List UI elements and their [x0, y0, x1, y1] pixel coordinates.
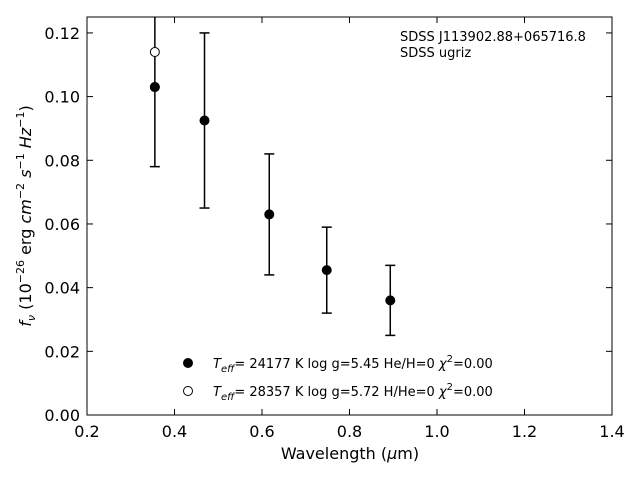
observed-point-1 — [199, 115, 210, 126]
x-tick-label-4: 1.0 — [424, 422, 449, 441]
plot-frame — [86, 16, 613, 416]
legend: Teff= 24177 K log g=5.45 He/H=0 χ2=0.00 … — [183, 354, 493, 403]
y-tick-label-4: 0.08 — [44, 151, 80, 170]
legend-marker-filled — [183, 358, 193, 368]
observed-point-4 — [385, 295, 396, 306]
x-axis-label: Wavelength (μm) — [281, 444, 419, 463]
x-tick-label-3: 0.8 — [337, 422, 362, 441]
model-point-1-0 — [149, 47, 160, 58]
x-tick-label-0: 0.2 — [74, 422, 99, 441]
error-bars — [149, 17, 396, 337]
legend-label-filled: Teff= 24177 K log g=5.45 He/H=0 χ2=0.00 — [213, 354, 493, 375]
object-name: SDSS J113902.88+065716.8 — [400, 30, 586, 45]
observed-point-2 — [264, 209, 275, 220]
axis-ticks: 0.2 0.4 0.6 0.8 1.0 1.2 1.4 0.00 0.02 0.04 0.06 0.0… — [44, 17, 625, 441]
y-axis-label: fν (10−26 erg cm−2 s−1 Hz−1) — [14, 105, 38, 326]
legend-marker-open — [183, 386, 193, 396]
y-tick-label-2: 0.04 — [44, 279, 80, 298]
x-tick-label-2: 0.6 — [249, 422, 274, 441]
x-tick-label-6: 1.4 — [599, 422, 624, 441]
x-tick-label-1: 0.4 — [162, 422, 187, 441]
y-tick-label-3: 0.06 — [44, 215, 80, 234]
y-tick-label-5: 0.10 — [44, 88, 80, 107]
survey-name: SDSS ugriz — [400, 46, 471, 61]
legend-label-open: Teff= 28357 K log g=5.72 H/He=0 χ2=0.00 — [213, 382, 493, 403]
model-point-0-0 — [149, 82, 160, 93]
y-tick-label-6: 0.12 — [44, 24, 80, 43]
observed-point-3 — [321, 265, 332, 276]
y-tick-label-0: 0.00 — [44, 406, 80, 425]
data-markers — [149, 47, 396, 306]
y-tick-label-1: 0.02 — [44, 342, 80, 361]
x-tick-label-5: 1.2 — [512, 422, 537, 441]
